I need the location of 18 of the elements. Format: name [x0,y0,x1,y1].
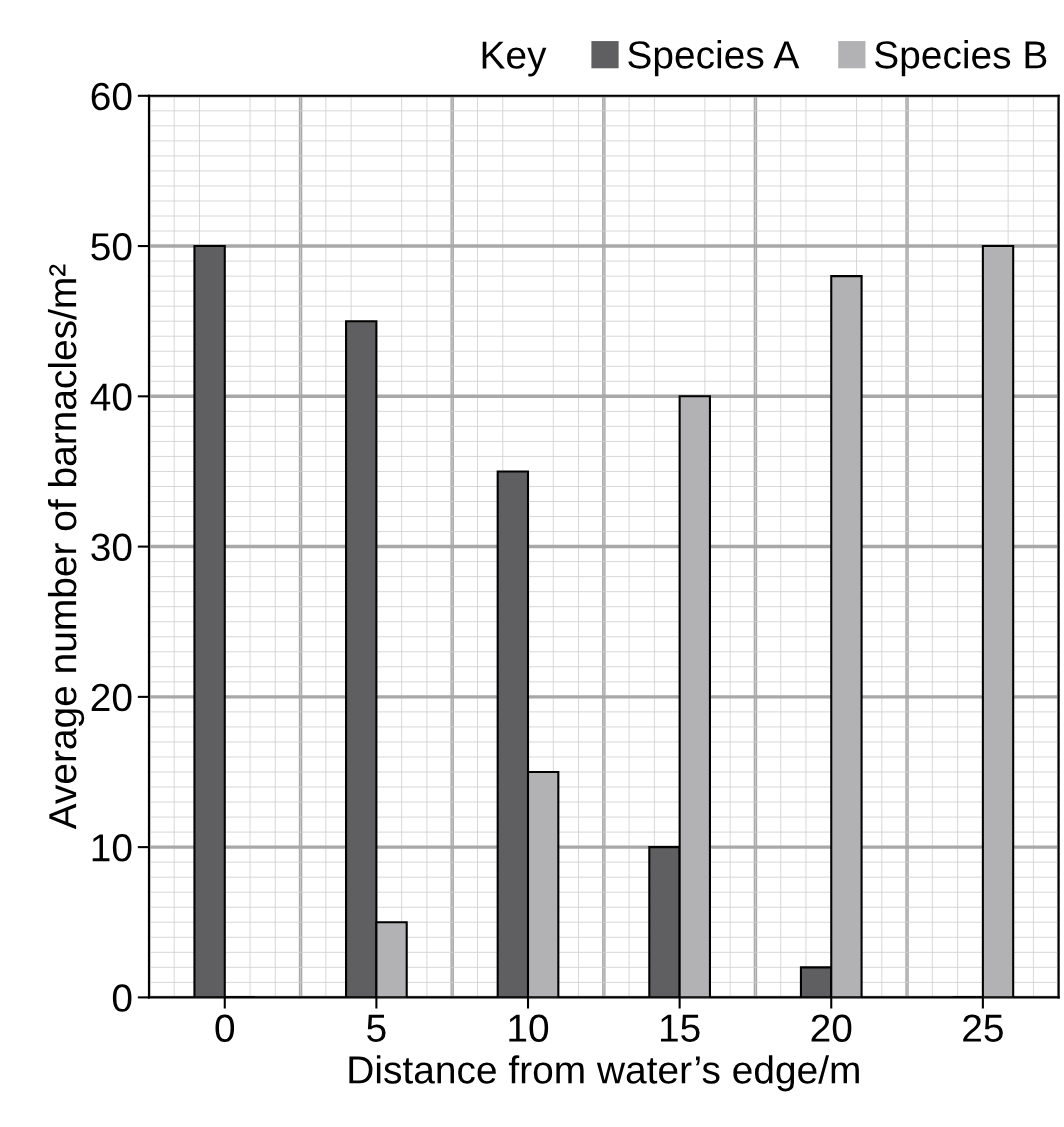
y-tick-label: 0 [112,984,132,1012]
x-tick-label: 5 [367,1014,386,1042]
x-tick-label: 15 [660,1014,700,1042]
x-tick-label: 20 [811,1014,852,1042]
y-axis-title: Average number of barnacles/m² [47,264,85,830]
y-tick-label: 10 [92,834,132,862]
x-tick-label: 25 [963,1014,1003,1042]
x-tick-label: 0 [215,1014,235,1042]
y-tick-label: 50 [91,233,132,261]
legend-title: Key [482,41,547,77]
y-tick-label: 40 [90,383,132,411]
y-tick-label: 20 [91,683,132,712]
legend-label: Species A [628,40,800,77]
x-tick-label: 10 [509,1014,549,1042]
y-tick-label: 30 [91,533,132,562]
legend-label: Species B [875,40,1047,77]
x-axis-title: Distance from water’s edge/m [349,1055,859,1092]
y-tick-label: 60 [91,82,132,111]
